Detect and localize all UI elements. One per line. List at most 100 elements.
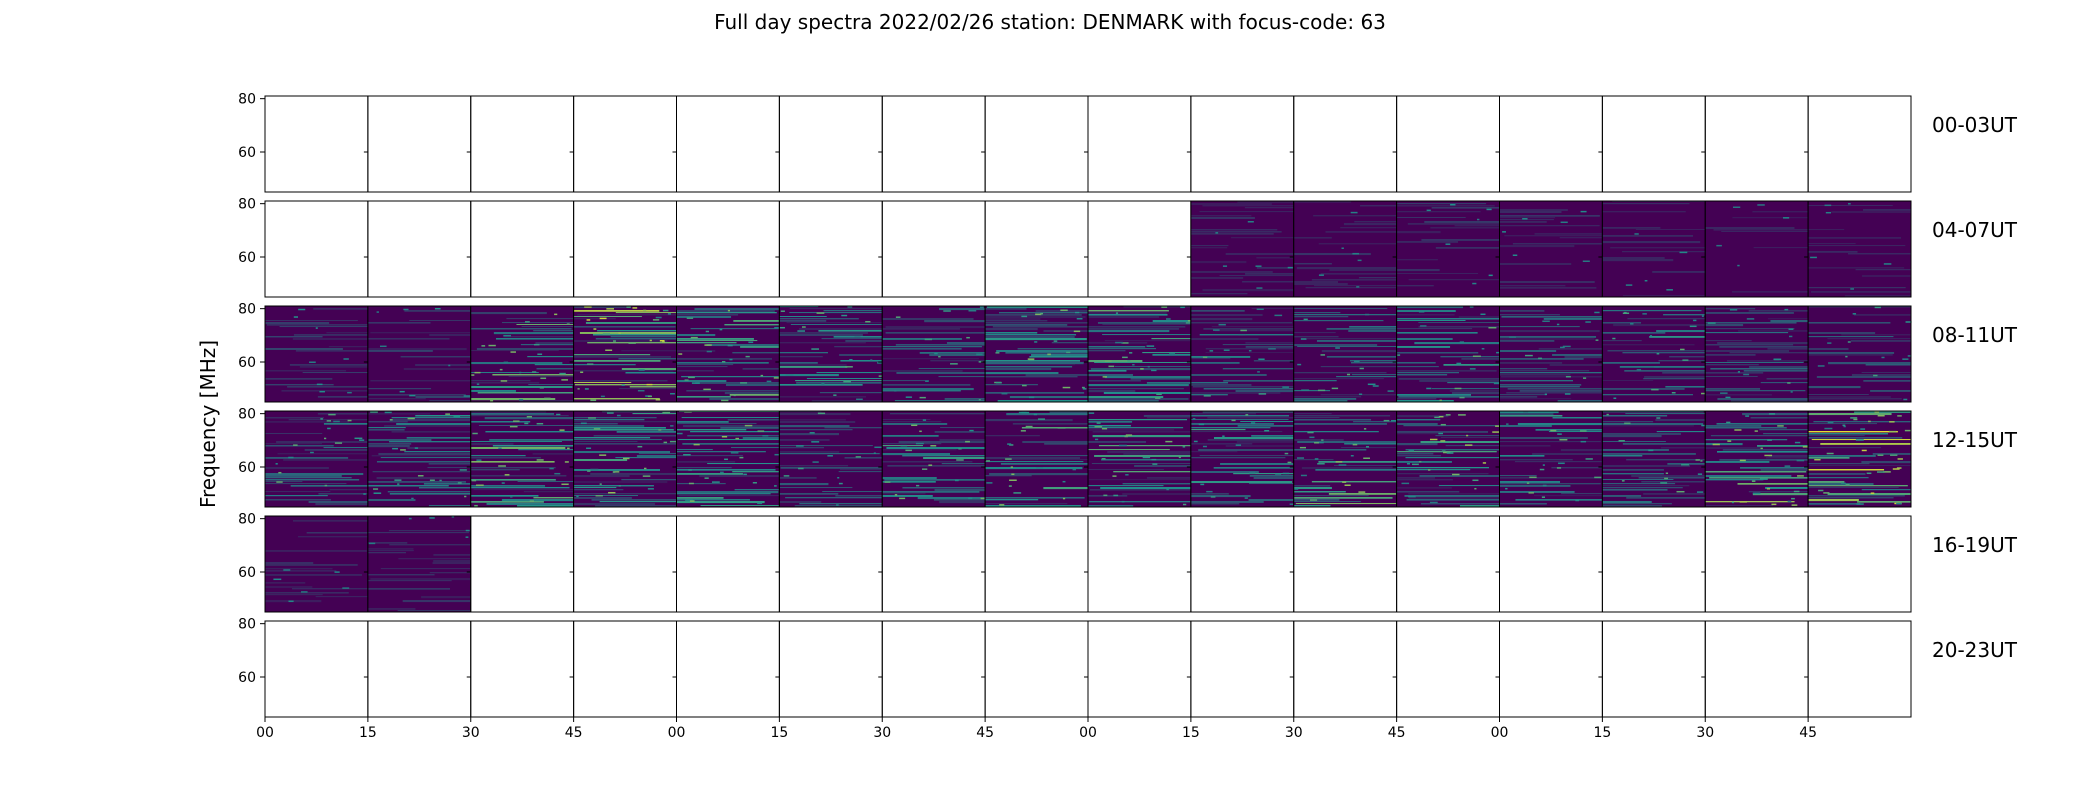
spectrum-band: [681, 417, 780, 419]
spectrum-band: [573, 487, 617, 489]
spectrum-speckle: [930, 445, 937, 447]
spectrum-band: [380, 457, 471, 459]
spectrum-band: [1507, 388, 1603, 390]
spectrum-speckle: [1707, 322, 1716, 324]
spectrum-speckle: [474, 504, 478, 507]
spectrum-panel: [676, 305, 781, 403]
spectrum-band: [823, 310, 883, 312]
spectrum-speckle: [1287, 461, 1292, 464]
spectrum-band: [1499, 483, 1601, 485]
spectrum-speckle: [1565, 376, 1571, 378]
spectrum-band: [415, 415, 471, 417]
spectrum-band: [265, 443, 323, 445]
panel-frame: [1601, 95, 1706, 193]
spectrum-band: [367, 429, 405, 431]
spectrum-speckle: [389, 419, 393, 421]
spectrum-band: [1190, 310, 1245, 312]
spectrum-band: [779, 447, 824, 449]
spectrum-band: [265, 481, 303, 483]
spectrum-band: [1626, 459, 1706, 461]
spectrum-band: [1225, 253, 1294, 256]
spectrum-speckle: [1490, 364, 1494, 366]
panel-frame: [1704, 95, 1809, 193]
spectrum-speckle: [1129, 352, 1133, 354]
spectrum-speckle: [1874, 411, 1880, 413]
spectrum-speckle: [1689, 325, 1697, 328]
spectrum-band: [709, 398, 780, 400]
spectrum-band: [789, 308, 883, 310]
spectrum-speckle: [1060, 309, 1068, 312]
spectrum-band: [1732, 217, 1809, 219]
spectrum-band: [740, 346, 780, 348]
spectrum-band: [265, 378, 333, 380]
spectrum-band: [478, 425, 574, 427]
spectrum-speckle: [1557, 433, 1562, 435]
spectrum-band: [1499, 245, 1575, 248]
spectrum-band: [265, 495, 328, 497]
spectrum-band: [534, 364, 574, 366]
spectrum-speckle: [1198, 423, 1205, 426]
spectrum-band: [290, 485, 368, 487]
spectrum-band: [573, 370, 674, 372]
spectrum-speckle: [1700, 460, 1703, 462]
spectrum-speckle: [647, 395, 652, 398]
spectrum-band: [934, 489, 986, 492]
spectrum-band: [1088, 390, 1136, 393]
spectrum-band: [1326, 356, 1397, 358]
spectrum-band: [1097, 322, 1191, 324]
spectrum-speckle: [1034, 341, 1038, 343]
spectrum-speckle: [662, 411, 671, 414]
spectrum-speckle: [1789, 335, 1793, 338]
spectrum-speckle: [500, 380, 508, 382]
spectrum-band: [397, 610, 471, 612]
spectrum-band: [376, 461, 471, 463]
spectrum-band: [595, 338, 677, 340]
spectrum-speckle: [894, 494, 898, 496]
spectrum-speckle: [1580, 430, 1587, 432]
spectrum-band: [1602, 411, 1704, 413]
spectrum-speckle: [1732, 206, 1741, 208]
spectrum-band: [1088, 429, 1175, 431]
spectrum-speckle: [649, 339, 652, 342]
spectrum-panel: [1499, 620, 1603, 718]
spectrum-band: [1828, 362, 1911, 365]
spectrum-band: [1705, 439, 1788, 441]
x-tick-label: 00: [1491, 725, 1509, 741]
spectrum-band: [1705, 390, 1806, 392]
panel-frame: [778, 515, 883, 613]
spectrum-speckle: [1764, 454, 1773, 457]
spectrum-band: [779, 429, 853, 431]
spectrum-band: [1190, 358, 1231, 360]
spectrum-speckle: [1883, 263, 1892, 265]
spectrum-band: [1499, 368, 1548, 370]
spectrum-speckle: [342, 587, 350, 589]
spectrum-speckle: [1783, 217, 1790, 219]
spectrum-band: [367, 532, 470, 534]
spectrum-speckle: [1477, 218, 1480, 221]
spectrum-speckle: [1309, 499, 1318, 501]
panel-frame: [1704, 515, 1809, 613]
spectrum-speckle: [1441, 450, 1446, 453]
spectrum-speckle: [1757, 204, 1765, 206]
spectrum-speckle: [476, 383, 480, 385]
spectrum-speckle: [766, 380, 772, 383]
spectrum-band: [1396, 467, 1490, 469]
spectrum-band: [1088, 310, 1169, 312]
spectrum-speckle: [1426, 209, 1431, 212]
spectrum-band: [985, 384, 1038, 386]
spectrum-band: [882, 384, 971, 386]
spectrum-speckle: [693, 443, 700, 446]
spectrum-band: [1343, 223, 1397, 226]
spectrum-band: [470, 455, 526, 457]
spectrum-band: [1396, 419, 1441, 421]
spectrum-band: [1732, 291, 1809, 293]
spectrum-speckle: [1896, 467, 1902, 469]
spectrum-band: [989, 473, 1088, 476]
x-tick-label: 15: [359, 725, 377, 741]
spectrum-speckle: [925, 380, 929, 383]
spectrum-band: [1602, 421, 1654, 423]
spectrum-band: [1190, 203, 1272, 206]
spectrum-speckle: [1121, 500, 1125, 503]
